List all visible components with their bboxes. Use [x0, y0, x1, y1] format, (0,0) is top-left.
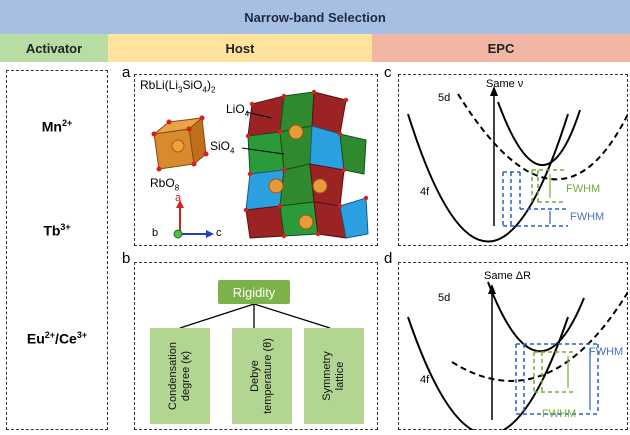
- panel-d-fwhm-blue: FWHM: [589, 346, 624, 358]
- panel-a-letter: a: [122, 64, 131, 81]
- condensation-degree-box: Condensation degree (κ): [150, 328, 210, 424]
- panel-d-title: Same ΔR: [484, 270, 532, 282]
- excited-state-solid-curve: [487, 281, 585, 353]
- panel-b-letter: b: [122, 250, 131, 267]
- axes-indicator: [173, 200, 214, 239]
- host-header: Host: [108, 34, 372, 62]
- excited-state-dashed-curve: [457, 93, 628, 181]
- panel-c-curves: [407, 86, 628, 243]
- ground-state-parabola: [407, 316, 569, 430]
- panel-c-fwhm-green: FWHM: [566, 183, 601, 195]
- activator-box: [6, 70, 108, 430]
- rbo8-label: RbO8: [150, 176, 180, 193]
- excited-state-solid-curve: [497, 101, 581, 166]
- axis-b-label: b: [152, 227, 159, 239]
- panel-b-box: [134, 262, 378, 430]
- banner-title: Narrow-band Selection: [0, 0, 630, 34]
- panel-c-5d-label: 5d: [438, 92, 451, 104]
- excited-state-dashed-curve: [451, 291, 628, 382]
- panel-c-4f-label: 4f: [420, 186, 430, 198]
- activator-tb: Tb3+: [43, 222, 71, 239]
- rigidity-tree-lines: [179, 303, 331, 329]
- panel-c-letter: c: [384, 64, 392, 81]
- sio4-arrow: [241, 147, 285, 155]
- activator-eu-ce: Eu2+/Ce3+: [26, 330, 88, 347]
- lattice-cluster: [243, 89, 369, 239]
- activator-header: Activator: [0, 34, 108, 62]
- debye-temperature-box: Debye temperature (θ): [232, 328, 292, 424]
- activator-mn: Mn2+: [41, 118, 73, 135]
- panel-d-box: [398, 262, 628, 430]
- crystal-structure: [151, 89, 369, 239]
- panel-a-box: [134, 74, 378, 246]
- crystal-formula: RbLi(Li3SiO4)2: [140, 78, 216, 95]
- rigidity-node: Rigidity: [218, 280, 290, 304]
- symmetry-lattice-box: Symmetry lattice: [304, 328, 364, 424]
- sio4-label: SiO4: [210, 139, 235, 156]
- panel-c-title: Same ν: [486, 78, 524, 90]
- panel-d-fwhm-green: FWHM: [542, 408, 577, 420]
- axis-a-label: a: [175, 192, 182, 204]
- rbo8-polyhedron: [151, 115, 209, 172]
- epc-header: EPC: [372, 34, 630, 62]
- ground-state-parabola: [407, 113, 569, 243]
- panel-d-5d-label: 5d: [438, 292, 451, 304]
- axis-c-label: c: [216, 227, 222, 239]
- panel-c-box: [398, 74, 628, 246]
- panel-c-fwhm-blue: FWHM: [570, 211, 605, 223]
- lio4-arrow: [245, 111, 273, 119]
- panel-d-curves: [407, 281, 628, 430]
- lio4-label: LiO4: [226, 102, 250, 119]
- panel-d-letter: d: [384, 250, 393, 267]
- panel-d-4f-label: 4f: [420, 374, 430, 386]
